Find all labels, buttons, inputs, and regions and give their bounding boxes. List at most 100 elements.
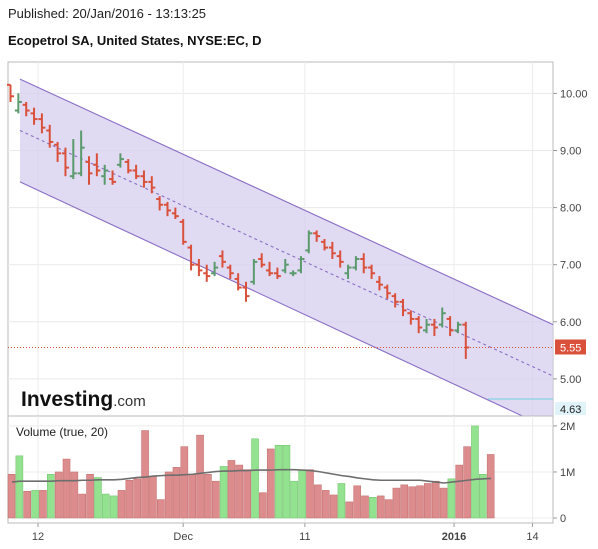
ohlc-bar (344, 264, 352, 279)
volume-bar (94, 477, 102, 519)
ohlc-bar (399, 298, 407, 317)
volume-bar (455, 464, 464, 519)
volume-bar (31, 490, 39, 519)
volume-tick-label: 0 (560, 513, 566, 525)
volume-bar (479, 474, 487, 519)
ohlc-bar (22, 101, 30, 117)
volume-bar (290, 480, 299, 519)
volume-bar (7, 474, 16, 519)
volume-bar (54, 471, 63, 519)
volume-bar (321, 490, 330, 519)
ohlc-bar (375, 276, 383, 291)
ohlc-bar (250, 258, 258, 285)
ohlc-bar (179, 219, 187, 245)
volume-bar (282, 444, 291, 519)
volume-bar (78, 493, 86, 519)
ohlc-bar (289, 270, 297, 277)
ohlc-bar (273, 267, 281, 279)
volume-moving-average (11, 468, 492, 484)
ohlc-bar (101, 164, 109, 185)
volume-indicator-title: Volume (true, 20) (16, 425, 108, 439)
ohlc-bar (30, 107, 38, 125)
volume-bar (70, 471, 79, 519)
volume-bar (486, 454, 495, 519)
volume-bar (408, 486, 416, 519)
volume-bar (314, 484, 322, 519)
volume-bar (47, 474, 55, 519)
ohlc-bar (171, 207, 179, 220)
price-tick-label: 9.00 (560, 146, 581, 158)
ohlc-bar (430, 318, 438, 337)
x-axis: 12 Dec 11 2016 14 (8, 522, 553, 543)
secondary-level-marker (555, 402, 586, 415)
ohlc-bar (109, 170, 117, 185)
ohlc-bar (93, 153, 101, 177)
volume-bar (62, 458, 71, 519)
ohlc-bar (423, 318, 431, 334)
volume-bar (156, 499, 165, 519)
price-y-axis: 10.00 9.00 8.00 7.00 6.00 5.00 (553, 88, 588, 386)
price-tick-label: 10.00 (560, 88, 588, 100)
ohlc-bar (321, 239, 328, 251)
ohlc-bar (69, 139, 77, 180)
ohlc-bar (203, 264, 211, 282)
volume-bar (424, 483, 432, 519)
ohlc-bar (156, 196, 164, 211)
volume-bar (416, 485, 424, 519)
ohlc-bar (116, 153, 124, 168)
ohlc-bar (85, 156, 93, 185)
volume-bar (133, 478, 141, 519)
volume-bar (141, 430, 149, 519)
volume-bar (172, 467, 181, 519)
ohlc-bar (7, 83, 14, 102)
volume-tick-label: 1M (560, 467, 575, 479)
ohlc-bar (242, 281, 250, 302)
ohlc-bar (297, 256, 305, 274)
volume-bar (384, 499, 393, 519)
volume-bar (298, 469, 306, 519)
secondary-level-label: 4.63 (560, 404, 581, 416)
ohlc-bar (77, 130, 85, 177)
ohlc-bar (336, 250, 344, 268)
ohlc-bar (234, 273, 242, 291)
volume-bar (463, 446, 471, 519)
volume-bar (400, 484, 409, 519)
volume-tick-label: 2M (560, 421, 575, 433)
volume-bar (86, 474, 94, 519)
volume-bar (23, 491, 32, 519)
volume-bar (117, 490, 126, 519)
ohlc-bar (266, 261, 274, 277)
ohlc-bar (54, 141, 62, 162)
x-tick-label: Dec (173, 531, 193, 543)
volume-bar (188, 474, 196, 519)
volume-bar (376, 495, 385, 519)
volume-bar (125, 479, 134, 519)
ohlc-bar (368, 264, 376, 279)
volume-bar (109, 495, 118, 519)
investing-logo: Investing.com (21, 388, 146, 411)
volume-bar (204, 474, 212, 519)
volume-bar (102, 493, 110, 519)
volume-bar (39, 490, 47, 519)
price-tick-label: 5.00 (560, 374, 581, 386)
ohlc-bar (140, 170, 148, 188)
ohlc-bar (352, 256, 360, 271)
volume-bar (164, 471, 173, 519)
ohlc-bar (313, 230, 321, 242)
ohlc-bar (305, 230, 313, 254)
ohlc-bar (446, 316, 454, 337)
x-tick-label: 2016 (442, 531, 466, 543)
ohlc-bar (462, 321, 470, 359)
volume-bar (329, 494, 338, 519)
ohlc-bar (164, 201, 171, 217)
volume-bar (251, 438, 259, 519)
ohlc-bar (258, 253, 266, 268)
volume-bars (7, 425, 495, 519)
x-tick-label: 12 (32, 531, 44, 543)
regression-channel (20, 79, 553, 431)
ohlc-bars (7, 83, 470, 359)
volume-bar (369, 497, 377, 519)
volume-bar (227, 460, 236, 519)
volume-bar (180, 446, 189, 519)
price-tick-label: 7.00 (560, 260, 581, 272)
